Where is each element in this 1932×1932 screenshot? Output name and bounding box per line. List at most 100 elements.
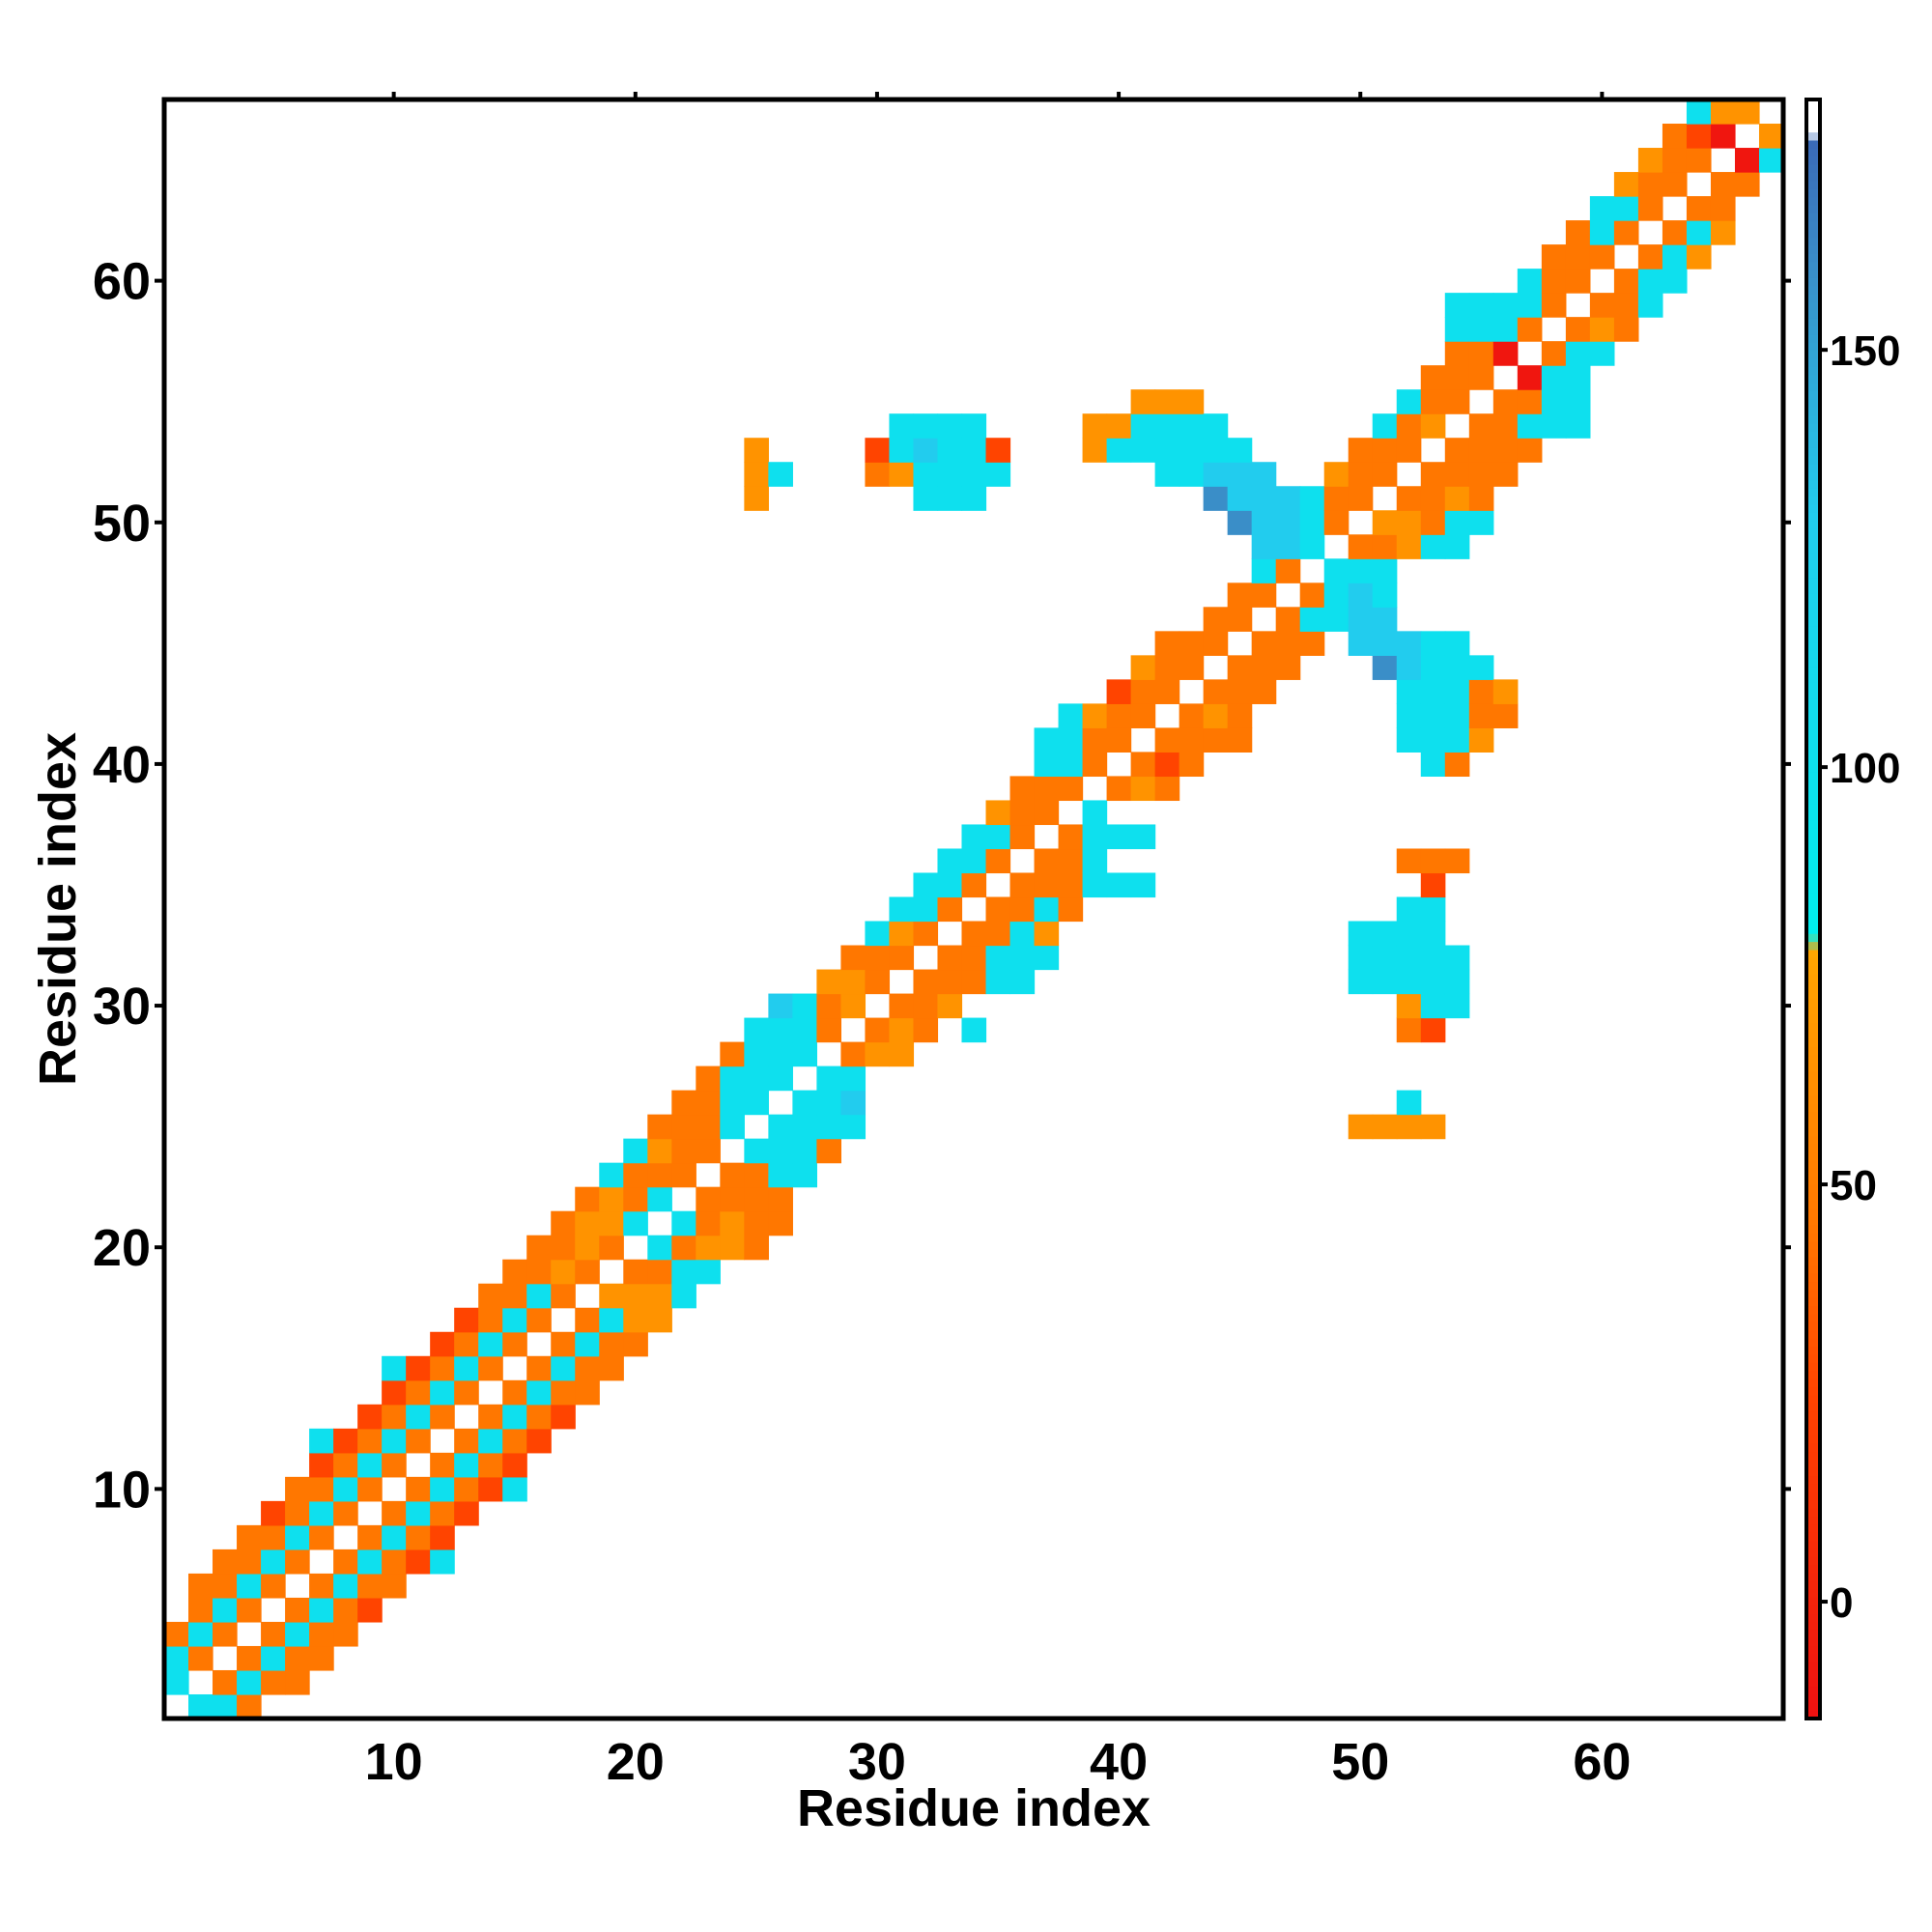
heatmap-cell bbox=[792, 1114, 817, 1140]
colorbar-frame bbox=[1804, 98, 1822, 1720]
heatmap-cell bbox=[1082, 872, 1108, 898]
heatmap-cell bbox=[1203, 703, 1229, 728]
heatmap-cell bbox=[551, 1379, 576, 1406]
colorbar-segment bbox=[1806, 204, 1820, 213]
heatmap-cell bbox=[1565, 244, 1591, 270]
heatmap-cell bbox=[1444, 317, 1470, 342]
heatmap-cell bbox=[768, 1186, 793, 1212]
colorbar-segment bbox=[1806, 795, 1820, 805]
heatmap-cell bbox=[406, 1404, 431, 1430]
heatmap-cell bbox=[1492, 389, 1519, 414]
heatmap-cell bbox=[1686, 220, 1712, 245]
heatmap-cell bbox=[1058, 872, 1084, 898]
x-tick-label: 40 bbox=[1090, 1733, 1148, 1791]
heatmap-cell bbox=[1468, 438, 1494, 463]
colorbar-segment bbox=[1806, 1475, 1820, 1485]
heatmap-cell bbox=[1082, 413, 1108, 439]
heatmap-cell bbox=[502, 1259, 527, 1285]
colorbar-segment bbox=[1806, 917, 1820, 926]
heatmap-cell bbox=[1372, 921, 1398, 947]
heatmap-cell bbox=[502, 1476, 527, 1502]
heatmap-cell bbox=[1565, 389, 1591, 414]
colorbar-segment bbox=[1806, 1573, 1820, 1582]
colorbar-segment bbox=[1806, 1257, 1820, 1266]
heatmap-cell bbox=[1686, 196, 1712, 221]
colorbar-segment bbox=[1806, 414, 1820, 424]
colorbar-segment bbox=[1806, 852, 1820, 862]
colorbar-segment bbox=[1806, 1556, 1820, 1566]
colorbar-segment bbox=[1806, 309, 1820, 319]
colorbar-segment bbox=[1806, 237, 1820, 246]
heatmap-cell bbox=[696, 1114, 721, 1140]
heatmap-cell bbox=[261, 1645, 286, 1671]
heatmap-cell bbox=[1420, 510, 1446, 535]
heatmap-cell bbox=[1348, 486, 1374, 511]
heatmap-cell bbox=[671, 1235, 696, 1261]
heatmap-cell bbox=[1541, 341, 1567, 366]
colorbar-segment bbox=[1806, 577, 1820, 586]
colorbar-segment bbox=[1806, 1006, 1820, 1015]
colorbar-segment bbox=[1806, 1168, 1820, 1178]
heatmap-cell bbox=[696, 1090, 721, 1116]
colorbar-segment bbox=[1806, 1467, 1820, 1477]
colorbar-segment bbox=[1806, 1499, 1820, 1509]
heatmap-cell bbox=[623, 1138, 648, 1164]
heatmap-cell bbox=[1396, 1017, 1422, 1043]
colorbar-segment bbox=[1806, 107, 1820, 117]
heatmap-cell bbox=[744, 1065, 769, 1092]
heatmap-cell bbox=[792, 1090, 817, 1116]
heatmap-cell bbox=[1348, 631, 1374, 656]
heatmap-cell bbox=[599, 1331, 624, 1357]
heatmap-cell bbox=[309, 1500, 334, 1526]
heatmap-cell bbox=[309, 1524, 334, 1550]
colorbar-segment bbox=[1806, 1451, 1820, 1461]
heatmap-cell bbox=[1009, 945, 1036, 971]
heatmap-cell bbox=[502, 1283, 527, 1309]
heatmap-cell bbox=[720, 1041, 745, 1067]
heatmap-cell bbox=[623, 1283, 648, 1309]
heatmap-cell bbox=[1154, 462, 1180, 487]
y-tick-label: 60 bbox=[93, 253, 151, 311]
heatmap-cell bbox=[1227, 679, 1253, 704]
heatmap-cell bbox=[768, 1017, 793, 1043]
heatmap-cell bbox=[720, 1090, 745, 1116]
heatmap-cell bbox=[1106, 438, 1132, 463]
heatmap-cell bbox=[1154, 679, 1180, 704]
heatmap-cell bbox=[937, 872, 963, 898]
colorbar-segment bbox=[1806, 172, 1820, 182]
heatmap-cell bbox=[913, 896, 939, 923]
colorbar-segment bbox=[1806, 1030, 1820, 1039]
heatmap-cell bbox=[1203, 438, 1229, 463]
colorbar-segment bbox=[1806, 1362, 1820, 1372]
heatmap-cell bbox=[502, 1452, 527, 1478]
heatmap-cell bbox=[889, 993, 915, 1019]
heatmap-cell bbox=[188, 1621, 213, 1647]
heatmap-cell bbox=[1492, 462, 1519, 487]
heatmap-cell bbox=[1348, 462, 1374, 487]
heatmap-cell bbox=[816, 1065, 842, 1092]
colorbar-segment bbox=[1806, 1022, 1820, 1032]
heatmap-cell bbox=[1396, 534, 1422, 559]
heatmap-cell bbox=[1541, 389, 1567, 414]
colorbar-segment bbox=[1806, 294, 1820, 303]
colorbar-segment bbox=[1806, 1192, 1820, 1202]
heatmap-cell bbox=[1710, 172, 1736, 197]
heatmap-cell bbox=[1299, 582, 1325, 608]
heatmap-cell bbox=[1372, 510, 1398, 535]
heatmap-cell bbox=[1130, 703, 1156, 728]
colorbar-segment bbox=[1806, 196, 1820, 206]
heatmap-cell bbox=[382, 1573, 407, 1599]
colorbar-segment bbox=[1806, 893, 1820, 902]
heatmap-cell bbox=[1492, 703, 1519, 728]
heatmap-cell bbox=[1396, 1090, 1422, 1116]
colorbar-ticks: 0 50 100 150 bbox=[1820, 327, 1900, 1627]
colorbar-tick-label: 0 bbox=[1830, 1579, 1853, 1627]
heatmap-cell bbox=[309, 1476, 334, 1502]
colorbar-segment bbox=[1806, 1483, 1820, 1492]
heatmap-cell bbox=[1227, 486, 1253, 511]
heatmap-cell bbox=[1444, 945, 1470, 971]
heatmap-cell bbox=[1130, 438, 1156, 463]
heatmap-cell bbox=[1468, 703, 1494, 728]
colorbar-segment bbox=[1806, 641, 1820, 651]
heatmap-cell bbox=[1227, 462, 1253, 487]
